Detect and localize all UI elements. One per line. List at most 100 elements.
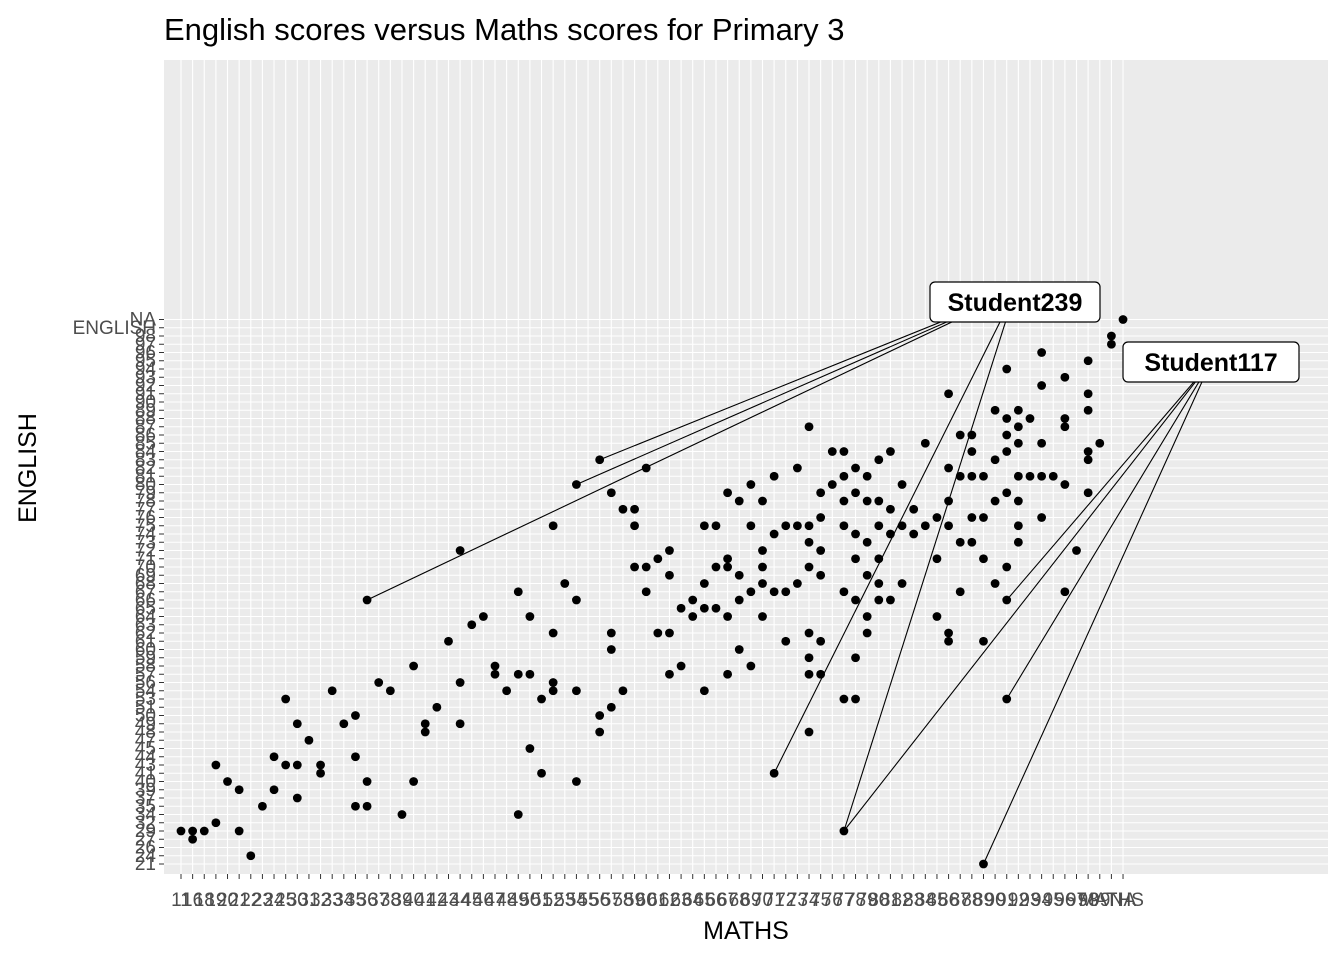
data-point <box>618 504 628 514</box>
data-point <box>548 521 558 531</box>
leader-line <box>982 361 1212 865</box>
data-point <box>886 447 895 456</box>
data-point <box>839 521 849 531</box>
x-tick-label: 83 <box>903 890 924 911</box>
x-tick-label: 11 <box>171 890 191 911</box>
data-point <box>292 760 302 770</box>
y-axis-ticks: 2124262729323435373940414344454748495051… <box>73 310 164 875</box>
data-point <box>839 694 849 704</box>
x-tick-label: 41 <box>415 890 436 911</box>
data-point <box>1013 405 1023 415</box>
y-tick-label: 44 <box>135 747 157 768</box>
x-tick-label: 81 <box>880 890 901 911</box>
data-point <box>606 628 616 638</box>
data-point <box>1060 414 1070 423</box>
data-point <box>409 777 418 786</box>
data-point <box>572 480 581 489</box>
y-tick-label: 88 <box>135 409 156 430</box>
y-tick-label: 27 <box>135 829 156 850</box>
x-tick-label: 93 <box>1019 890 1040 911</box>
data-point <box>525 612 535 621</box>
annotation-leader-lines <box>366 291 1212 865</box>
x-tick-label: 67 <box>717 890 738 911</box>
x-tick-label: NA <box>1110 890 1137 911</box>
data-point <box>734 645 744 654</box>
data-point <box>1083 488 1093 498</box>
data-point <box>409 661 418 671</box>
data-point <box>269 752 279 762</box>
x-tick-label: 91 <box>996 890 1017 911</box>
y-axis-title: ENGLISH <box>14 413 42 523</box>
y-tick-label: 98 <box>135 326 156 347</box>
x-tick-label: 89 <box>973 890 994 911</box>
data-point <box>1083 455 1093 465</box>
data-point <box>816 513 826 522</box>
data-point <box>467 620 477 630</box>
data-point <box>1013 471 1023 481</box>
x-tick-label: 42 <box>426 890 447 911</box>
data-point <box>897 480 907 489</box>
data-point <box>1037 471 1047 481</box>
y-tick-label: 96 <box>135 343 156 364</box>
leader-line <box>576 291 1016 486</box>
data-point <box>920 521 930 531</box>
data-point <box>1037 348 1047 357</box>
data-point <box>967 513 977 522</box>
y-tick-label: 94 <box>135 359 157 380</box>
data-point <box>420 727 430 737</box>
data-point <box>316 760 325 770</box>
data-point <box>723 669 733 679</box>
data-point <box>1013 537 1023 547</box>
data-point <box>1037 513 1047 522</box>
data-point <box>874 554 884 564</box>
data-point <box>1002 430 1012 440</box>
data-points <box>176 315 1128 869</box>
data-point <box>804 669 814 679</box>
data-point <box>618 686 628 696</box>
x-tick-label: 39 <box>391 890 412 911</box>
y-tick-label: 60 <box>135 640 156 661</box>
data-point <box>1002 562 1012 572</box>
data-point <box>932 513 942 522</box>
y-tick-label: 62 <box>135 623 156 644</box>
y-tick-label: 39 <box>135 780 156 801</box>
x-axis-title: MATHS <box>703 917 789 945</box>
data-point <box>223 777 232 786</box>
x-tick-label: 95 <box>1043 890 1064 911</box>
data-point <box>955 537 965 547</box>
x-tick-label: 75 <box>810 890 831 911</box>
x-tick-label: 57 <box>601 890 622 911</box>
data-point <box>723 612 733 621</box>
y-tick-label: 51 <box>135 697 156 718</box>
data-point <box>1060 372 1070 382</box>
y-tick-label: 57 <box>135 664 156 685</box>
y-tick-label: 91 <box>135 384 156 405</box>
data-point <box>874 595 884 605</box>
y-tick-label: 54 <box>135 681 157 702</box>
x-tick-label: 87 <box>950 890 971 911</box>
data-point <box>513 587 523 597</box>
data-point <box>688 595 698 605</box>
data-point <box>641 562 651 572</box>
data-point <box>979 859 988 869</box>
x-tick-label: 74 <box>798 890 820 911</box>
annotation-label: Student117 <box>1122 341 1300 383</box>
data-point <box>455 546 465 555</box>
data-point <box>513 669 523 679</box>
data-point <box>292 719 302 729</box>
y-tick-label: 68 <box>135 574 156 595</box>
x-tick-label: 44 <box>450 890 472 911</box>
data-point <box>258 801 267 811</box>
y-tick-label: 86 <box>135 425 156 446</box>
y-tick-label: 43 <box>135 755 156 776</box>
x-tick-label: 80 <box>868 890 889 911</box>
y-tick-label: 50 <box>135 706 156 727</box>
data-point <box>851 694 860 704</box>
y-tick-label: 82 <box>135 458 156 479</box>
x-tick-label: 76 <box>822 890 843 911</box>
x-tick-label: 56 <box>589 890 610 911</box>
data-point <box>804 653 814 663</box>
data-point <box>1025 471 1035 481</box>
data-point <box>665 669 674 679</box>
data-point <box>1002 488 1012 498</box>
